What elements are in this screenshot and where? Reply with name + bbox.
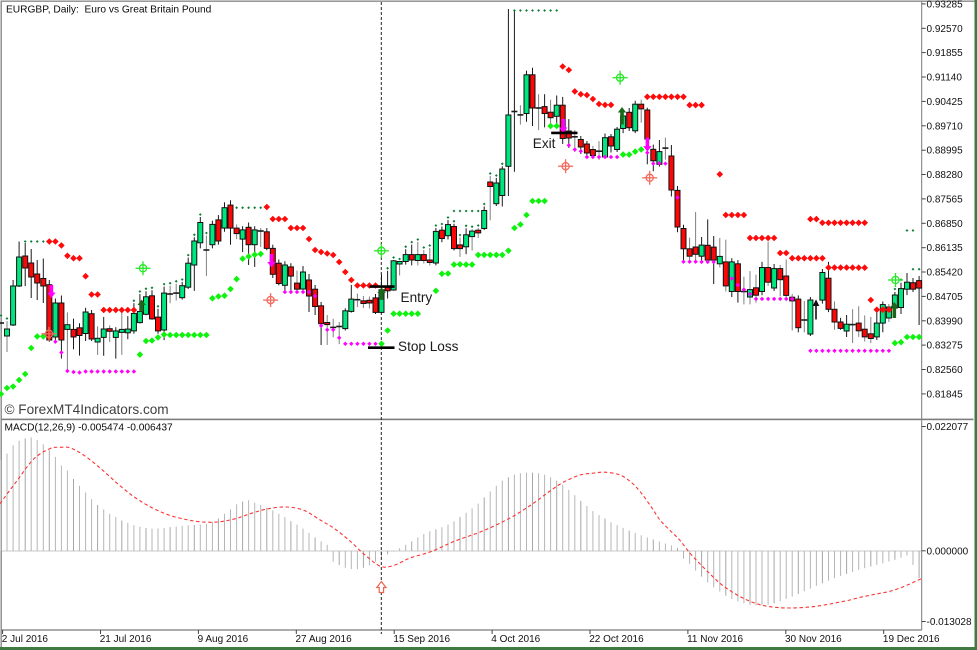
svg-text:0.86135: 0.86135 (927, 243, 964, 254)
svg-text:21 Jul 2016: 21 Jul 2016 (100, 634, 152, 645)
svg-text:9 Aug 2016: 9 Aug 2016 (198, 634, 249, 645)
svg-text:0.88995: 0.88995 (927, 146, 964, 157)
svg-text:2 Jul 2016: 2 Jul 2016 (2, 634, 49, 645)
svg-text:22 Oct 2016: 22 Oct 2016 (589, 634, 644, 645)
svg-text:EURGBP, Daily: Euro vs Great: EURGBP, Daily: Euro vs Great Britain Pou… (6, 5, 212, 16)
svg-text:0.85420: 0.85420 (927, 268, 964, 279)
svg-text:0.83275: 0.83275 (927, 341, 964, 352)
svg-text:0.92570: 0.92570 (927, 24, 964, 35)
svg-text:MACD(12,26,9) -0.005474 -0.006: MACD(12,26,9) -0.005474 -0.006437 (5, 422, 174, 433)
svg-text:0.90425: 0.90425 (927, 97, 964, 108)
svg-text:15 Sep 2016: 15 Sep 2016 (393, 634, 450, 645)
svg-text:27 Aug 2016: 27 Aug 2016 (296, 634, 353, 645)
svg-text:0.84705: 0.84705 (927, 292, 964, 303)
svg-text:30 Nov 2016: 30 Nov 2016 (785, 634, 842, 645)
svg-text:11 Nov 2016: 11 Nov 2016 (687, 634, 743, 645)
svg-text:0.82560: 0.82560 (927, 365, 964, 376)
svg-text:Exit: Exit (533, 136, 556, 151)
svg-text:4 Oct 2016: 4 Oct 2016 (491, 634, 540, 645)
svg-text:0.022077: 0.022077 (927, 422, 969, 433)
svg-text:0.91140: 0.91140 (927, 73, 963, 84)
svg-text:0.88280: 0.88280 (927, 170, 964, 181)
svg-text:Entry: Entry (401, 290, 433, 305)
svg-text:0.93285: 0.93285 (927, 0, 964, 10)
svg-text:0.87565: 0.87565 (927, 194, 964, 205)
svg-text:© ForexMT4Indicators.com: © ForexMT4Indicators.com (5, 402, 169, 417)
svg-text:0.000000: 0.000000 (927, 546, 969, 557)
svg-text:Stop Loss: Stop Loss (398, 339, 459, 354)
svg-text:-0.013028: -0.013028 (927, 617, 972, 628)
svg-text:0.83990: 0.83990 (927, 316, 964, 327)
svg-text:19 Dec 2016: 19 Dec 2016 (883, 634, 940, 645)
svg-text:0.91855: 0.91855 (927, 48, 964, 59)
svg-text:0.81845: 0.81845 (927, 389, 964, 400)
svg-text:0.86850: 0.86850 (927, 219, 964, 230)
svg-text:0.89710: 0.89710 (927, 121, 964, 132)
